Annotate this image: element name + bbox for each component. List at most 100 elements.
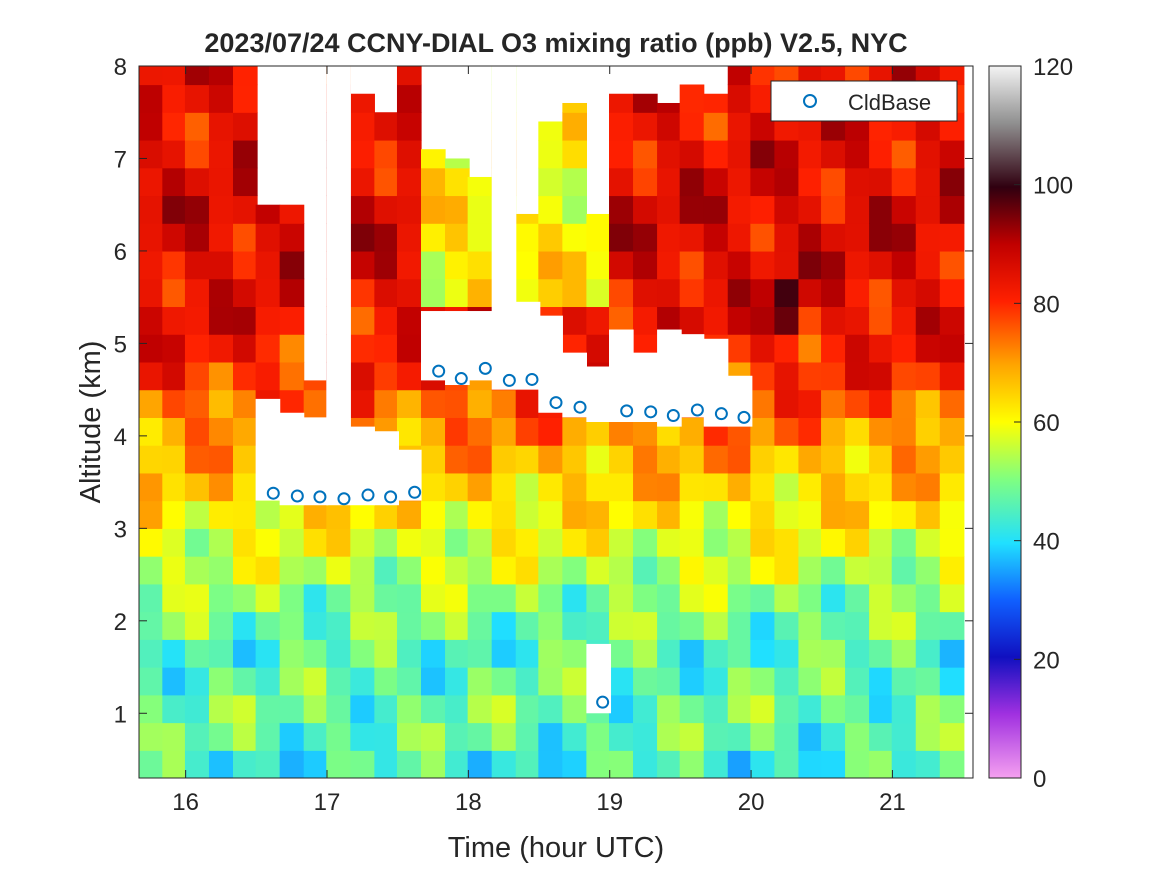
heatmap-cell xyxy=(679,223,705,252)
heatmap-cell xyxy=(586,472,612,502)
heatmap-cell xyxy=(350,250,375,280)
heatmap-cell xyxy=(679,611,705,640)
heatmap-cell xyxy=(869,223,894,252)
heatmap-cell xyxy=(915,500,941,529)
heatmap-cell xyxy=(821,195,846,224)
heatmap-cell xyxy=(562,112,587,141)
heatmap-cell xyxy=(727,167,753,197)
heatmap-cell xyxy=(774,334,800,363)
heatmap-cell xyxy=(515,639,541,668)
heatmap-cell xyxy=(727,66,753,86)
heatmap-cell xyxy=(703,750,729,778)
data-gap xyxy=(727,375,753,427)
heatmap-cell xyxy=(774,361,800,391)
heatmap-cell xyxy=(491,417,517,446)
heatmap-cell xyxy=(396,500,422,529)
heatmap-cell xyxy=(184,389,210,418)
heatmap-cell xyxy=(891,306,917,335)
heatmap-cell xyxy=(869,195,894,224)
heatmap-cell xyxy=(821,66,846,86)
heatmap-cell xyxy=(891,472,917,502)
heatmap-cell xyxy=(798,722,824,751)
heatmap-cell xyxy=(374,556,399,585)
heatmap-cell xyxy=(515,694,541,724)
heatmap-cell xyxy=(915,556,941,585)
heatmap-cell xyxy=(538,750,563,778)
heatmap-cell xyxy=(515,213,541,224)
heatmap-cell xyxy=(609,223,634,252)
heatmap-cell xyxy=(821,445,846,474)
y-tick-label: 4 xyxy=(114,424,127,451)
heatmap-cell xyxy=(162,195,187,224)
heatmap-cell xyxy=(727,611,753,640)
heatmap-cell xyxy=(445,722,470,751)
heatmap-cell xyxy=(515,445,541,474)
heatmap-cell xyxy=(657,278,682,308)
heatmap-cell xyxy=(467,417,493,446)
chart-title: 2023/07/24 CCNY-DIAL O3 mixing ratio (pp… xyxy=(204,28,907,58)
heatmap-cell xyxy=(562,667,587,696)
heatmap-cell xyxy=(162,611,187,640)
heatmap-cell xyxy=(609,611,634,640)
heatmap-cell xyxy=(279,750,305,778)
heatmap-cell xyxy=(821,278,846,308)
heatmap-cell xyxy=(491,445,517,474)
data-gap xyxy=(279,412,305,506)
heatmap-cell xyxy=(869,66,894,86)
heatmap-cell xyxy=(445,472,470,502)
heatmap-cell xyxy=(915,250,941,280)
heatmap-cell xyxy=(233,445,258,474)
heatmap-cell xyxy=(562,583,587,613)
heatmap-cell xyxy=(891,750,917,778)
heatmap-cell xyxy=(421,500,446,529)
heatmap-cell xyxy=(396,583,422,613)
heatmap-cell xyxy=(891,389,917,418)
heatmap-cell xyxy=(562,694,587,724)
cloud-base-marker xyxy=(714,407,728,421)
heatmap-cell xyxy=(657,500,682,529)
colorbar: 0 20 40 60 80 100 120 xyxy=(988,54,1073,793)
heatmap-cell xyxy=(891,223,917,252)
heatmap-cell xyxy=(657,722,682,751)
heatmap-cell xyxy=(562,445,587,474)
heatmap-cell xyxy=(845,472,870,502)
heatmap-cell xyxy=(350,583,375,613)
heatmap-cell xyxy=(845,278,870,308)
heatmap-cell xyxy=(750,361,775,391)
heatmap-cell xyxy=(139,278,163,308)
heatmap-cell xyxy=(562,139,587,169)
heatmap-cell xyxy=(703,139,729,169)
heatmap-cell xyxy=(774,389,800,418)
heatmap-cell xyxy=(774,611,800,640)
heatmap-cell xyxy=(727,750,753,778)
heatmap-cell xyxy=(657,167,682,197)
heatmap-cell xyxy=(891,334,917,363)
heatmap-cell xyxy=(679,500,705,529)
heatmap-cell xyxy=(233,417,258,446)
heatmap-cell xyxy=(915,334,941,363)
heatmap-cell xyxy=(657,556,682,585)
heatmap-cell xyxy=(279,250,305,280)
heatmap-cell xyxy=(538,223,563,252)
heatmap-cell xyxy=(891,639,917,668)
heatmap-cell xyxy=(233,278,258,308)
heatmap-cell xyxy=(421,445,446,474)
heatmap-cell xyxy=(326,722,351,751)
heatmap-cell xyxy=(491,667,517,696)
heatmap-cell xyxy=(609,583,634,613)
heatmap-cell xyxy=(633,445,658,474)
heatmap-cell xyxy=(609,445,634,474)
heatmap-cell xyxy=(869,250,894,280)
heatmap-cell xyxy=(891,583,917,613)
heatmap-cell xyxy=(915,306,941,335)
cloud-base-marker xyxy=(573,400,587,414)
colorbar-ticks: 0 20 40 60 80 100 120 xyxy=(1014,54,1073,793)
heatmap-cell xyxy=(374,306,399,335)
heatmap-cell xyxy=(538,639,563,668)
heatmap-cell xyxy=(184,139,210,169)
heatmap-cell xyxy=(633,417,658,446)
heatmap-cell xyxy=(774,223,800,252)
heatmap-cell xyxy=(279,306,305,335)
heatmap-cell xyxy=(233,556,258,585)
